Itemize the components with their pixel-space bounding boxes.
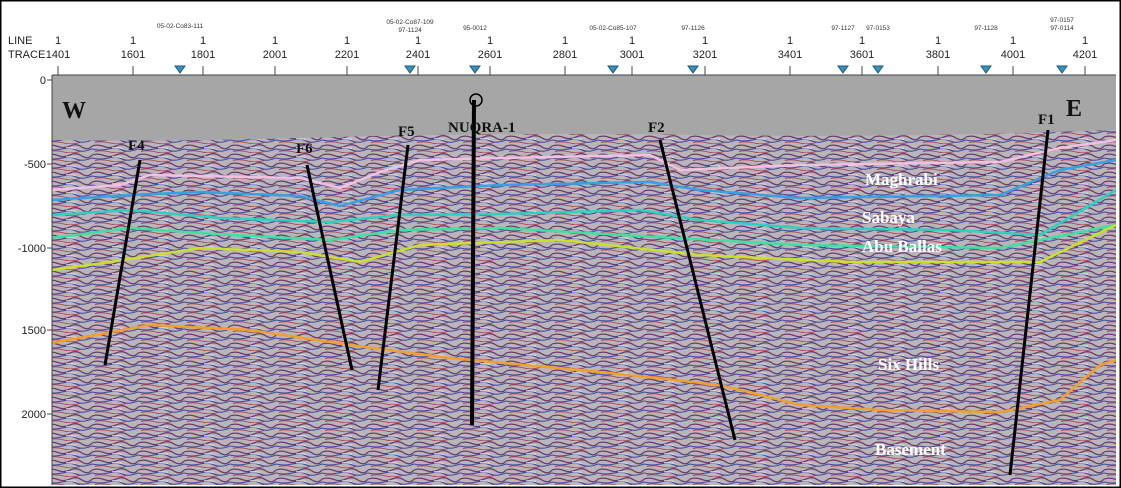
well-marker (872, 65, 884, 74)
line-number: 1 (200, 35, 206, 47)
well-name: 97-1127 (831, 25, 855, 32)
line-number: 1 (787, 35, 793, 47)
well-marker (607, 65, 619, 74)
well-name: 97-0157 (1050, 17, 1074, 24)
well-symbol (469, 93, 483, 107)
well-marker (469, 65, 481, 74)
generated: 1 1401 1 1601 1 1801 1 2001 1 2201 1 2401 1 2601 1 2801… (18, 17, 1097, 459)
trace-number: 1401 (46, 49, 70, 61)
trace-label: TRACE (8, 49, 45, 61)
fault-label: F6 (296, 141, 313, 157)
depth-label: 1500 (22, 325, 46, 337)
line-number: 1 (562, 35, 568, 47)
trace-number: 2801 (553, 49, 577, 61)
line-number: 1 (487, 35, 493, 47)
line-number: 1 (130, 35, 136, 47)
trace-number: 1801 (191, 49, 215, 61)
trace-number: 3601 (850, 49, 874, 61)
depth-label: -500 (24, 159, 46, 171)
well-name: 97-0114 (1050, 25, 1074, 32)
faults (103, 129, 1050, 476)
well-name: 05-02-Co85-107 (589, 25, 637, 32)
well-label: NUQRA-1 (448, 120, 516, 136)
fault-label: F2 (648, 120, 665, 136)
well-marker (1056, 65, 1068, 74)
trace-number: 2601 (478, 49, 502, 61)
fault-label: F4 (128, 138, 145, 154)
line-number: 1 (1082, 35, 1088, 47)
trace-number: 3401 (778, 49, 802, 61)
trace-number: 4001 (1001, 49, 1025, 61)
line-label: LINE (8, 35, 32, 47)
surface-band (52, 75, 1116, 141)
line-number: 1 (272, 35, 278, 47)
well-marker (837, 65, 849, 74)
well-marker (980, 65, 992, 74)
line-number: 1 (629, 35, 635, 47)
trace-number: 2001 (263, 49, 287, 61)
formation-label: Maghrabi (865, 170, 938, 189)
trace-number: 2201 (335, 49, 359, 61)
formation-label: Abu Ballas (862, 237, 942, 256)
well-marker (687, 65, 699, 74)
formation-label: Six Hills (878, 355, 939, 374)
line-number: 1 (415, 35, 421, 47)
fault-label: F1 (1038, 112, 1055, 128)
formation-label: Sabaya (862, 208, 915, 227)
well-trace (470, 99, 476, 426)
well-name: 97-1124 (398, 27, 422, 34)
well-name: 95-0012 (463, 25, 487, 32)
well-marker (404, 65, 416, 74)
fault-label: F5 (398, 124, 415, 140)
trace-number: 3801 (926, 49, 950, 61)
depth-label: -1000 (18, 243, 46, 255)
line-number: 1 (1010, 35, 1016, 47)
trace-number: 1601 (121, 49, 145, 61)
well-name: 97-1126 (681, 25, 705, 32)
line-number: 1 (55, 35, 61, 47)
line-number: 1 (935, 35, 941, 47)
seismic-data (52, 75, 1116, 485)
formation-label: Basement (875, 440, 946, 459)
depth-label: 0 (40, 75, 46, 87)
east-label: E (1066, 96, 1082, 122)
well-name: 05-02-Co83-111 (157, 23, 204, 30)
well-name: 05-02-Co87-109 (386, 19, 434, 26)
line-number: 1 (702, 35, 708, 47)
trace-number: 4201 (1073, 49, 1097, 61)
well-name: 97-0153 (866, 25, 890, 32)
trace-number: 3201 (693, 49, 717, 61)
well-name: 97-1128 (974, 25, 998, 32)
depth-label: 2000 (22, 409, 46, 421)
trace-number: 3001 (620, 49, 644, 61)
trace-number: 2401 (406, 49, 430, 61)
well-marker (174, 65, 186, 74)
line-number: 1 (344, 35, 350, 47)
west-label: W (62, 98, 86, 124)
line-number: 1 (859, 35, 865, 47)
